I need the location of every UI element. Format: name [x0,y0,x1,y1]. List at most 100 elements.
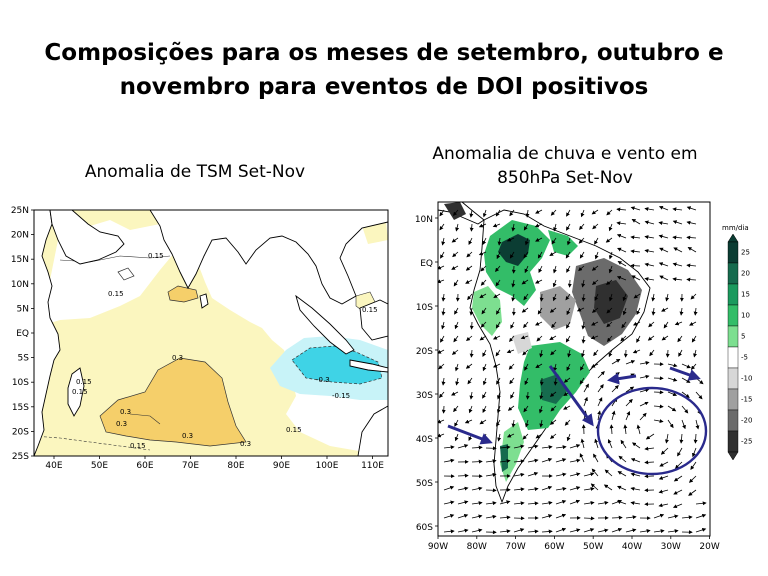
lat-tick-label: 10N [415,215,433,225]
wind-vector [616,207,627,212]
wind-vector [495,321,501,329]
wind-vector [622,293,627,302]
wind-vector [672,235,683,240]
wind-vector [591,321,599,326]
wind-vector [513,459,525,464]
wind-vector [631,275,641,281]
wind-vector [524,363,529,371]
java-landmass [349,359,388,373]
sumatra-landmass [295,294,355,355]
wind-vector [468,237,473,246]
wind-vector [467,293,473,301]
wind-vector [499,500,511,505]
lon-tick-label: 80E [227,461,244,471]
wind-vector [590,335,599,340]
wind-vector [440,335,445,343]
lat-tick-label: 5N [17,304,29,314]
wind-vector [453,335,459,343]
colorbar-label: 5 [741,333,745,341]
wind-vector [440,251,445,259]
lat-tick-label: 10S [416,303,433,313]
wind-vector [541,500,553,505]
wind-vector [549,307,557,313]
lat-tick-label: 5S [18,354,30,364]
wind-vector [644,220,655,225]
wind-vector [555,513,567,519]
lon-tick-label: 80W [467,542,487,552]
wind-vector [497,237,502,246]
wind-vector [691,335,697,343]
lat-tick-label: 20S [12,427,29,437]
lon-tick-label: 70E [182,461,199,471]
wind-vector [465,279,473,284]
wind-vector [569,444,581,449]
wind-vector [661,335,669,341]
wind-vector [553,377,558,386]
wind-vector [451,237,459,243]
wind-vector [580,209,585,218]
colorbar-label: -25 [741,438,752,446]
wind-vector [681,377,691,383]
wind-vector [569,486,581,491]
wind-vector [693,307,698,316]
wind-vector [658,503,669,508]
wind-vector [687,247,697,253]
wind-vector [482,405,487,414]
contour-label: 0.3 [240,440,251,448]
contour-label: 0.15 [148,252,164,260]
colorbar-bottom-arrow [727,451,739,461]
lon-tick-label: 90W [428,542,448,552]
wind-vector [441,307,446,316]
wind-vector [644,262,655,267]
wind-vector [506,237,515,242]
right-subtitle-line-2: 850hPa Set-Nov [497,168,633,188]
wind-vector [608,349,613,358]
wind-vector [539,391,544,400]
wind-vector [443,529,455,534]
wind-vector [471,501,483,506]
lon-tick-label: 90E [273,461,290,471]
wind-vector [525,419,529,428]
wind-vector [566,307,571,316]
wind-vector [523,223,529,231]
wind-vector [578,265,585,272]
wind-vector [579,453,585,463]
wind-vector [535,237,543,242]
wind-vector [509,377,515,385]
wind-vector [552,279,557,288]
wind-vector [677,447,683,457]
wind-vector [659,275,669,281]
wind-vector [674,321,683,326]
wind-vector [553,363,558,372]
wind-vector [496,405,501,414]
wind-vector [663,321,669,329]
wind-vector [513,487,525,492]
colorbar-label: 20 [741,270,750,278]
lat-tick-label: 15S [12,403,29,413]
wind-vector [617,261,627,267]
colorbar-swatch [727,325,739,348]
wind-vector [563,405,571,410]
wind-vector [616,221,627,226]
wind-vector [673,475,683,482]
wind-vector [566,223,571,231]
wind-vector [661,307,669,312]
strong-positive-rain-anomaly-far-south [500,444,508,472]
wind-vector [496,307,501,315]
wind-vector [689,321,697,326]
wind-vector [653,404,664,409]
wind-vector [480,265,487,272]
colorbar-swatch [727,262,739,285]
rain-plot-frame [437,201,711,537]
wind-vector [497,433,502,442]
wind-vector [454,419,459,427]
wind-vector [451,391,459,396]
wind-vector [620,439,627,449]
wind-vector [527,444,539,449]
wind-vector [495,349,501,357]
wind-vector [536,335,543,342]
wind-vector [535,363,543,369]
wind-vector [538,265,543,273]
wind-vector [496,391,501,400]
wind-vector [538,405,543,414]
